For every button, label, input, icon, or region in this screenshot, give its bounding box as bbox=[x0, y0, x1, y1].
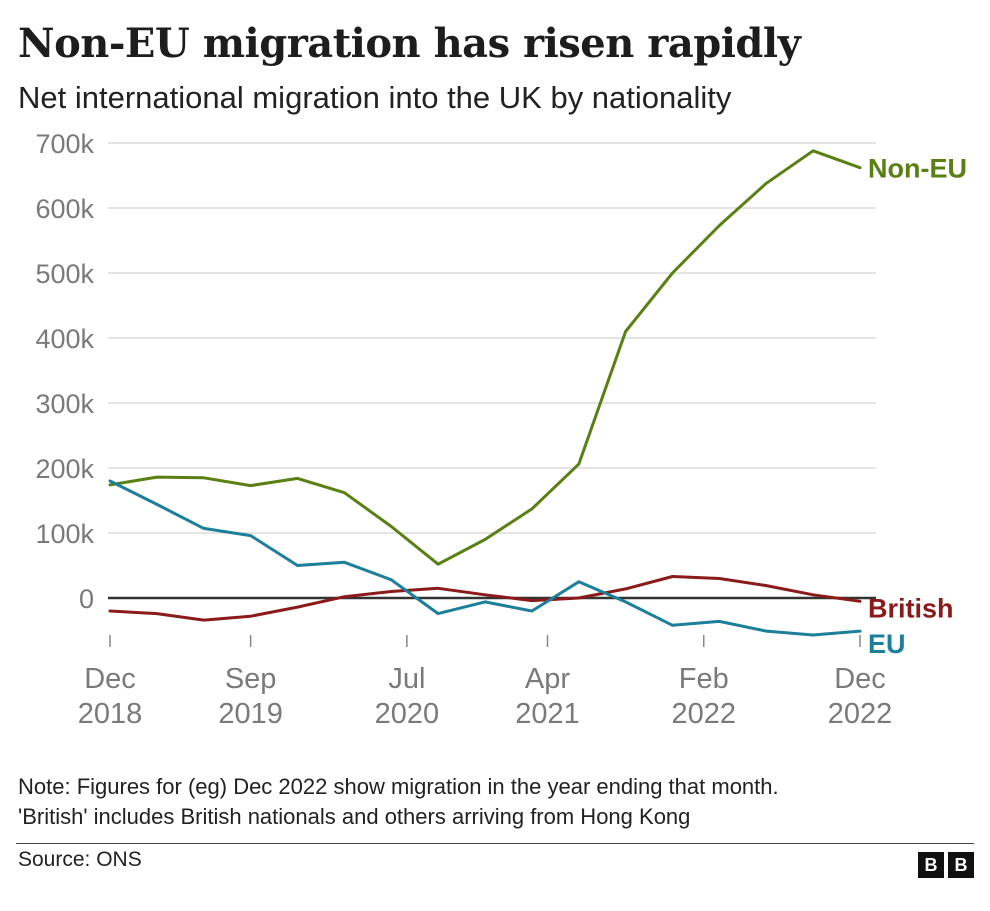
x-tick-label: Sep bbox=[225, 663, 277, 695]
x-tick-label: Feb bbox=[679, 663, 729, 695]
series-line-british bbox=[108, 575, 862, 622]
source-text: Source: ONS bbox=[18, 848, 142, 871]
series-label: British bbox=[868, 593, 954, 623]
x-tick-label: 2019 bbox=[218, 698, 283, 730]
x-tick-label: 2018 bbox=[78, 698, 143, 730]
x-tick-label: 2022 bbox=[828, 698, 893, 730]
x-tick-label: 2020 bbox=[375, 698, 440, 730]
logo-letter-2: B bbox=[948, 852, 974, 878]
series-lines bbox=[108, 149, 862, 637]
x-tick-label: Dec bbox=[84, 663, 136, 695]
chart-subtitle: Net international migration into the UK … bbox=[18, 80, 732, 115]
y-tick-label: 200k bbox=[35, 454, 94, 484]
series-labels: Non-EU British EU bbox=[868, 154, 967, 659]
note-line-2: 'British' includes British nationals and… bbox=[18, 804, 691, 829]
series-line-eu bbox=[108, 479, 862, 637]
bbc-logo: B B bbox=[918, 852, 974, 878]
y-axis-ticks: 0 100k 200k 300k 400k 500k 600k 700k bbox=[35, 129, 94, 614]
chart-title: Non-EU migration has risen rapidly bbox=[18, 20, 801, 67]
series-label: Non-EU bbox=[868, 154, 967, 184]
x-tick-label: 2022 bbox=[671, 698, 736, 730]
y-tick-label: 700k bbox=[35, 129, 94, 159]
y-tick-label: 400k bbox=[35, 324, 94, 354]
y-tick-label: 300k bbox=[35, 389, 94, 419]
gridlines bbox=[108, 142, 876, 600]
y-tick-label: 600k bbox=[35, 194, 94, 224]
note-line-1: Note: Figures for (eg) Dec 2022 show mig… bbox=[18, 774, 779, 799]
footer-divider bbox=[16, 843, 974, 844]
x-tick-label: Dec bbox=[834, 663, 886, 695]
series-line-non-eu bbox=[108, 149, 862, 566]
x-tick-label: Jul bbox=[388, 663, 425, 695]
y-tick-label: 0 bbox=[79, 584, 94, 614]
chart-note: Note: Figures for (eg) Dec 2022 show mig… bbox=[18, 772, 779, 832]
logo-letter-1: B bbox=[918, 852, 944, 878]
y-tick-label: 100k bbox=[35, 519, 94, 549]
series-label: EU bbox=[868, 629, 906, 659]
x-tick-label: 2021 bbox=[515, 698, 580, 730]
y-tick-label: 500k bbox=[35, 259, 94, 289]
x-axis-ticks: Dec2018Sep2019Jul2020Apr2021Feb2022Dec20… bbox=[78, 635, 893, 730]
x-tick-label: Apr bbox=[525, 663, 570, 695]
